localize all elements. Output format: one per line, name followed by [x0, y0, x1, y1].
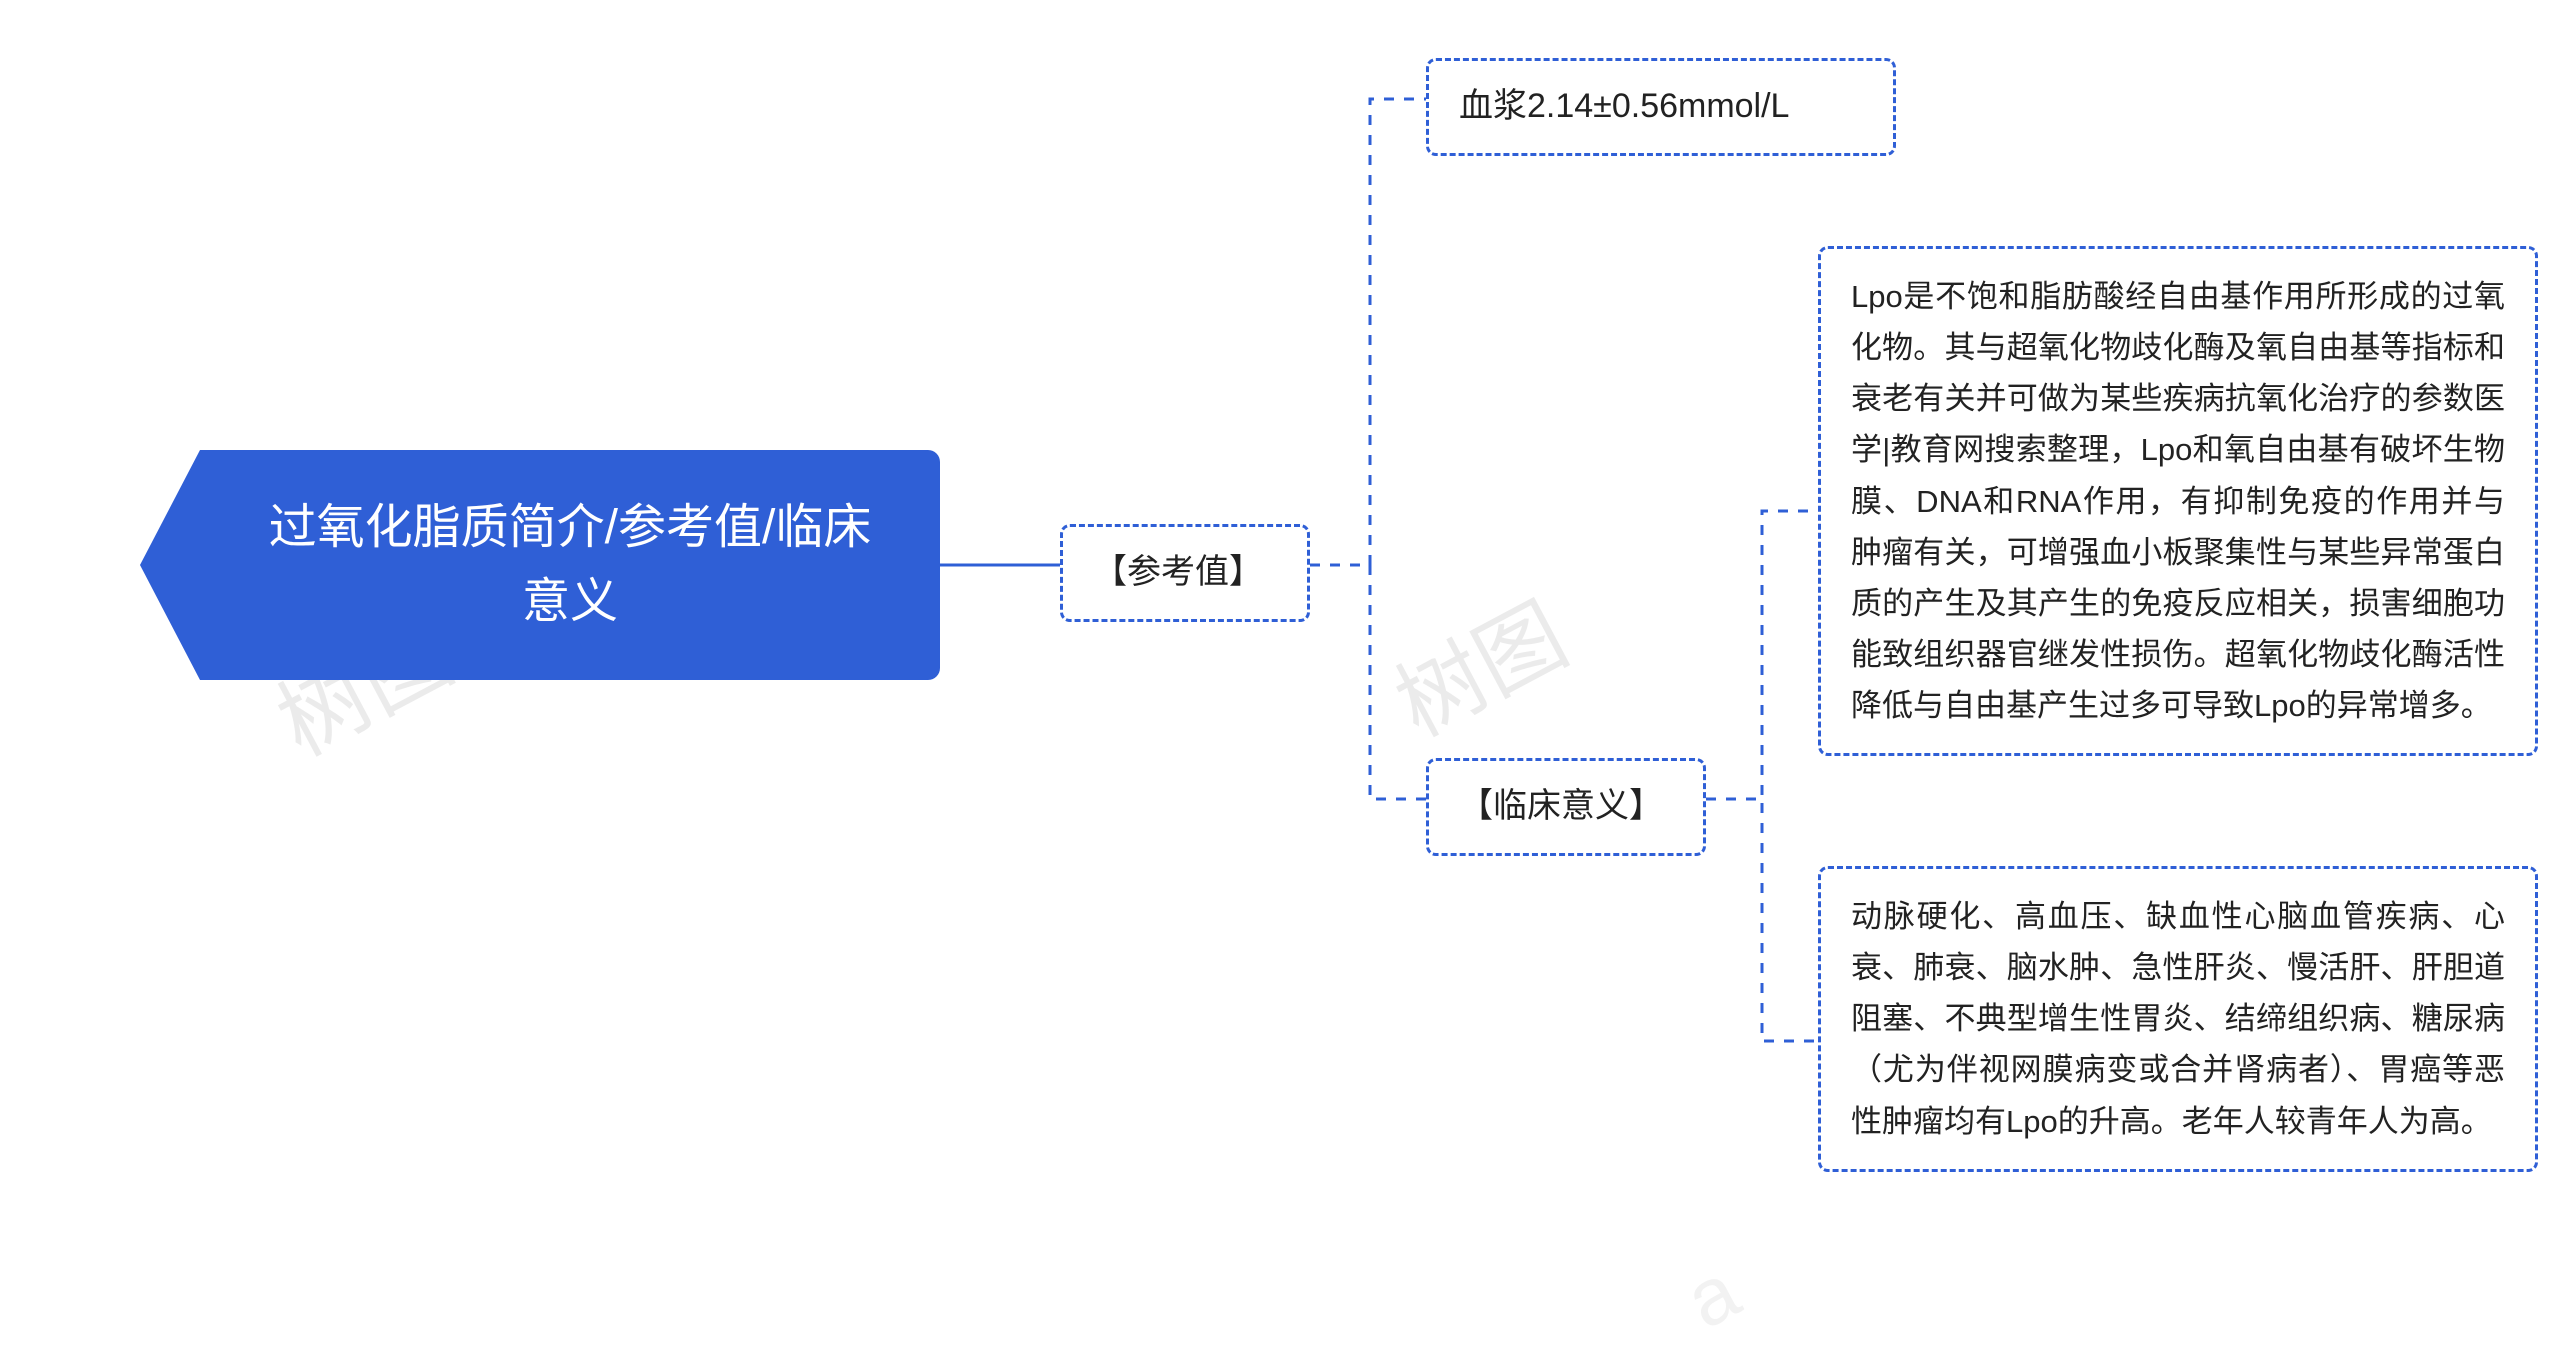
root-arrow-shape: [140, 450, 200, 680]
root-title: 过氧化脂质简介/参考值/临床意义: [220, 450, 920, 680]
mindmap-canvas: 树图 shutu.cn 树图 a 过氧化脂质简介/参考值/临床意义 【参考值】 …: [0, 0, 2560, 1349]
root-node[interactable]: 过氧化脂质简介/参考值/临床意义: [140, 450, 940, 680]
leaf-plasma-value[interactable]: 血浆2.14±0.56mmol/L: [1426, 58, 1896, 156]
node-label: 血浆2.14±0.56mmol/L: [1459, 83, 1863, 131]
node-label: 【临床意义】: [1459, 783, 1673, 831]
leaf-intro-text[interactable]: Lpo是不饱和脂肪酸经自由基作用所形成的过氧化物。其与超氧化物歧化酶及氧自由基等…: [1818, 246, 2538, 756]
node-body: 动脉硬化、高血压、缺血性心脑血管疾病、心衰、肺衰、脑水肿、急性肝炎、慢活肝、肝胆…: [1851, 891, 2505, 1147]
watermark-text: a: [1671, 1245, 1753, 1347]
leaf-diseases-text[interactable]: 动脉硬化、高血压、缺血性心脑血管疾病、心衰、肺衰、脑水肿、急性肝炎、慢活肝、肝胆…: [1818, 866, 2538, 1172]
node-body: Lpo是不饱和脂肪酸经自由基作用所形成的过氧化物。其与超氧化物歧化酶及氧自由基等…: [1851, 271, 2505, 731]
node-reference-value[interactable]: 【参考值】: [1060, 524, 1310, 622]
node-clinical-significance[interactable]: 【临床意义】: [1426, 758, 1706, 856]
node-label: 【参考值】: [1093, 549, 1277, 597]
watermark-text: 树图: [1370, 566, 1585, 761]
